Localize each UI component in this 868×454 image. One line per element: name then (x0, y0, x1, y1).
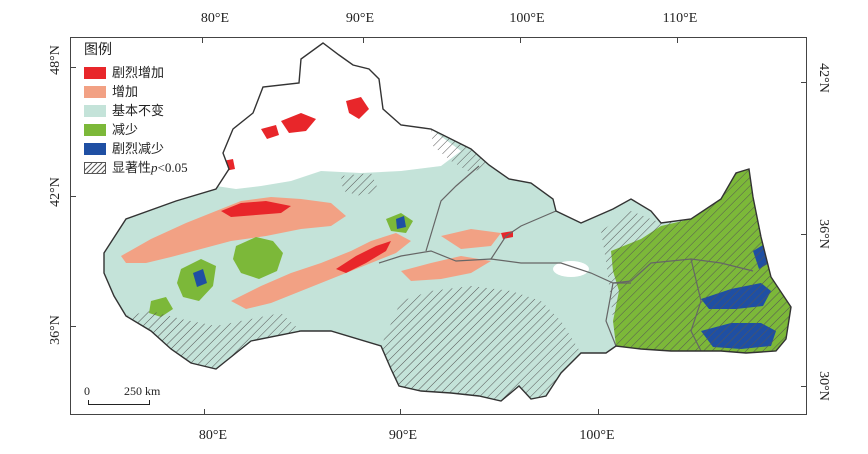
decrease-area (149, 297, 173, 317)
legend-item-significance: 显著性p<0.05 (84, 158, 188, 177)
province-boundary (378, 250, 631, 284)
right-tick-label: 36°N (816, 219, 831, 249)
legend-label: 剧烈增加 (112, 65, 165, 80)
top-tick-label: 80°E (200, 11, 230, 26)
increase-area (401, 256, 491, 281)
legend-label: 剧烈减少 (112, 141, 165, 156)
right-tick-label: 42°N (816, 63, 831, 93)
tick-mark (677, 37, 678, 43)
sharp-increase-area (281, 113, 316, 133)
sharp-increase-area (346, 97, 369, 119)
decrease-area (233, 237, 283, 279)
legend-swatch-hatch (84, 161, 106, 174)
province-boundary (612, 258, 754, 284)
province-boundary (490, 210, 557, 260)
province-boundary (425, 165, 480, 252)
sharp-increase-area (221, 201, 291, 217)
legend-swatch (84, 104, 106, 117)
tick-mark (202, 37, 203, 43)
region-outline (103, 42, 792, 402)
legend-swatch (84, 142, 106, 155)
legend-swatch (84, 123, 106, 136)
tick-mark (598, 409, 599, 415)
tick-mark (801, 234, 807, 235)
top-tick-label: 90°E (345, 11, 375, 26)
bottom-tick-label: 90°E (388, 428, 418, 443)
tick-mark (204, 409, 205, 415)
map-frame (70, 37, 807, 415)
significance-hatch (126, 311, 301, 369)
tick-mark (363, 37, 364, 43)
right-tick-label: 30°N (816, 371, 831, 401)
no-data-area (216, 43, 461, 189)
sharp-decrease-area (193, 269, 207, 287)
top-tick-label: 100°E (509, 11, 545, 26)
legend-item-sharp-increase: 剧烈增加 (84, 63, 188, 82)
scale-bar-zero: 0 (84, 384, 90, 398)
left-tick-label: 36°N (48, 315, 63, 345)
legend-label: 显著性p<0.05 (112, 160, 188, 175)
tick-mark (400, 409, 401, 415)
scale-bar-distance: 250 km (124, 384, 161, 398)
bottom-tick-label: 100°E (579, 428, 615, 443)
left-tick-label: 48°N (48, 45, 63, 75)
legend-swatch (84, 85, 106, 98)
legend-label: 减少 (112, 122, 139, 137)
significance-hatch (381, 286, 581, 401)
scale-bar (88, 400, 150, 405)
tick-mark (520, 37, 521, 43)
no-data-area (553, 261, 589, 277)
legend-swatch (84, 66, 106, 79)
increase-area (121, 197, 346, 263)
increase-area (441, 229, 501, 249)
sharp-increase-area (336, 241, 391, 273)
legend-label: 增加 (112, 84, 139, 99)
tick-mark (801, 386, 807, 387)
significance-hatch (341, 173, 379, 196)
tick-mark (801, 82, 807, 83)
legend-title: 图例 (84, 43, 112, 58)
sharp-decrease-area (396, 216, 406, 229)
legend-label: 基本不变 (112, 103, 165, 118)
bottom-tick-label: 80°E (198, 428, 228, 443)
legend-item-no-change: 基本不变 (84, 101, 188, 120)
tick-mark (70, 67, 76, 68)
legend-item-decrease: 减少 (84, 120, 188, 139)
province-boundary (605, 282, 617, 347)
legend-item-sharp-decrease: 剧烈减少 (84, 139, 188, 158)
tick-mark (70, 196, 76, 197)
significance-hatch (431, 129, 489, 173)
legend-item-increase: 增加 (84, 82, 188, 101)
map-legend: 图例 剧烈增加 增加 基本不变 减少 剧烈减少 显著性p<0.05 (84, 44, 188, 177)
top-tick-label: 110°E (662, 11, 698, 26)
map-canvas (103, 42, 792, 402)
tick-mark (70, 326, 76, 327)
left-tick-label: 42°N (48, 177, 63, 207)
sharp-increase-area (261, 125, 279, 139)
significance-hatch (601, 169, 791, 353)
province-boundary (690, 258, 702, 352)
